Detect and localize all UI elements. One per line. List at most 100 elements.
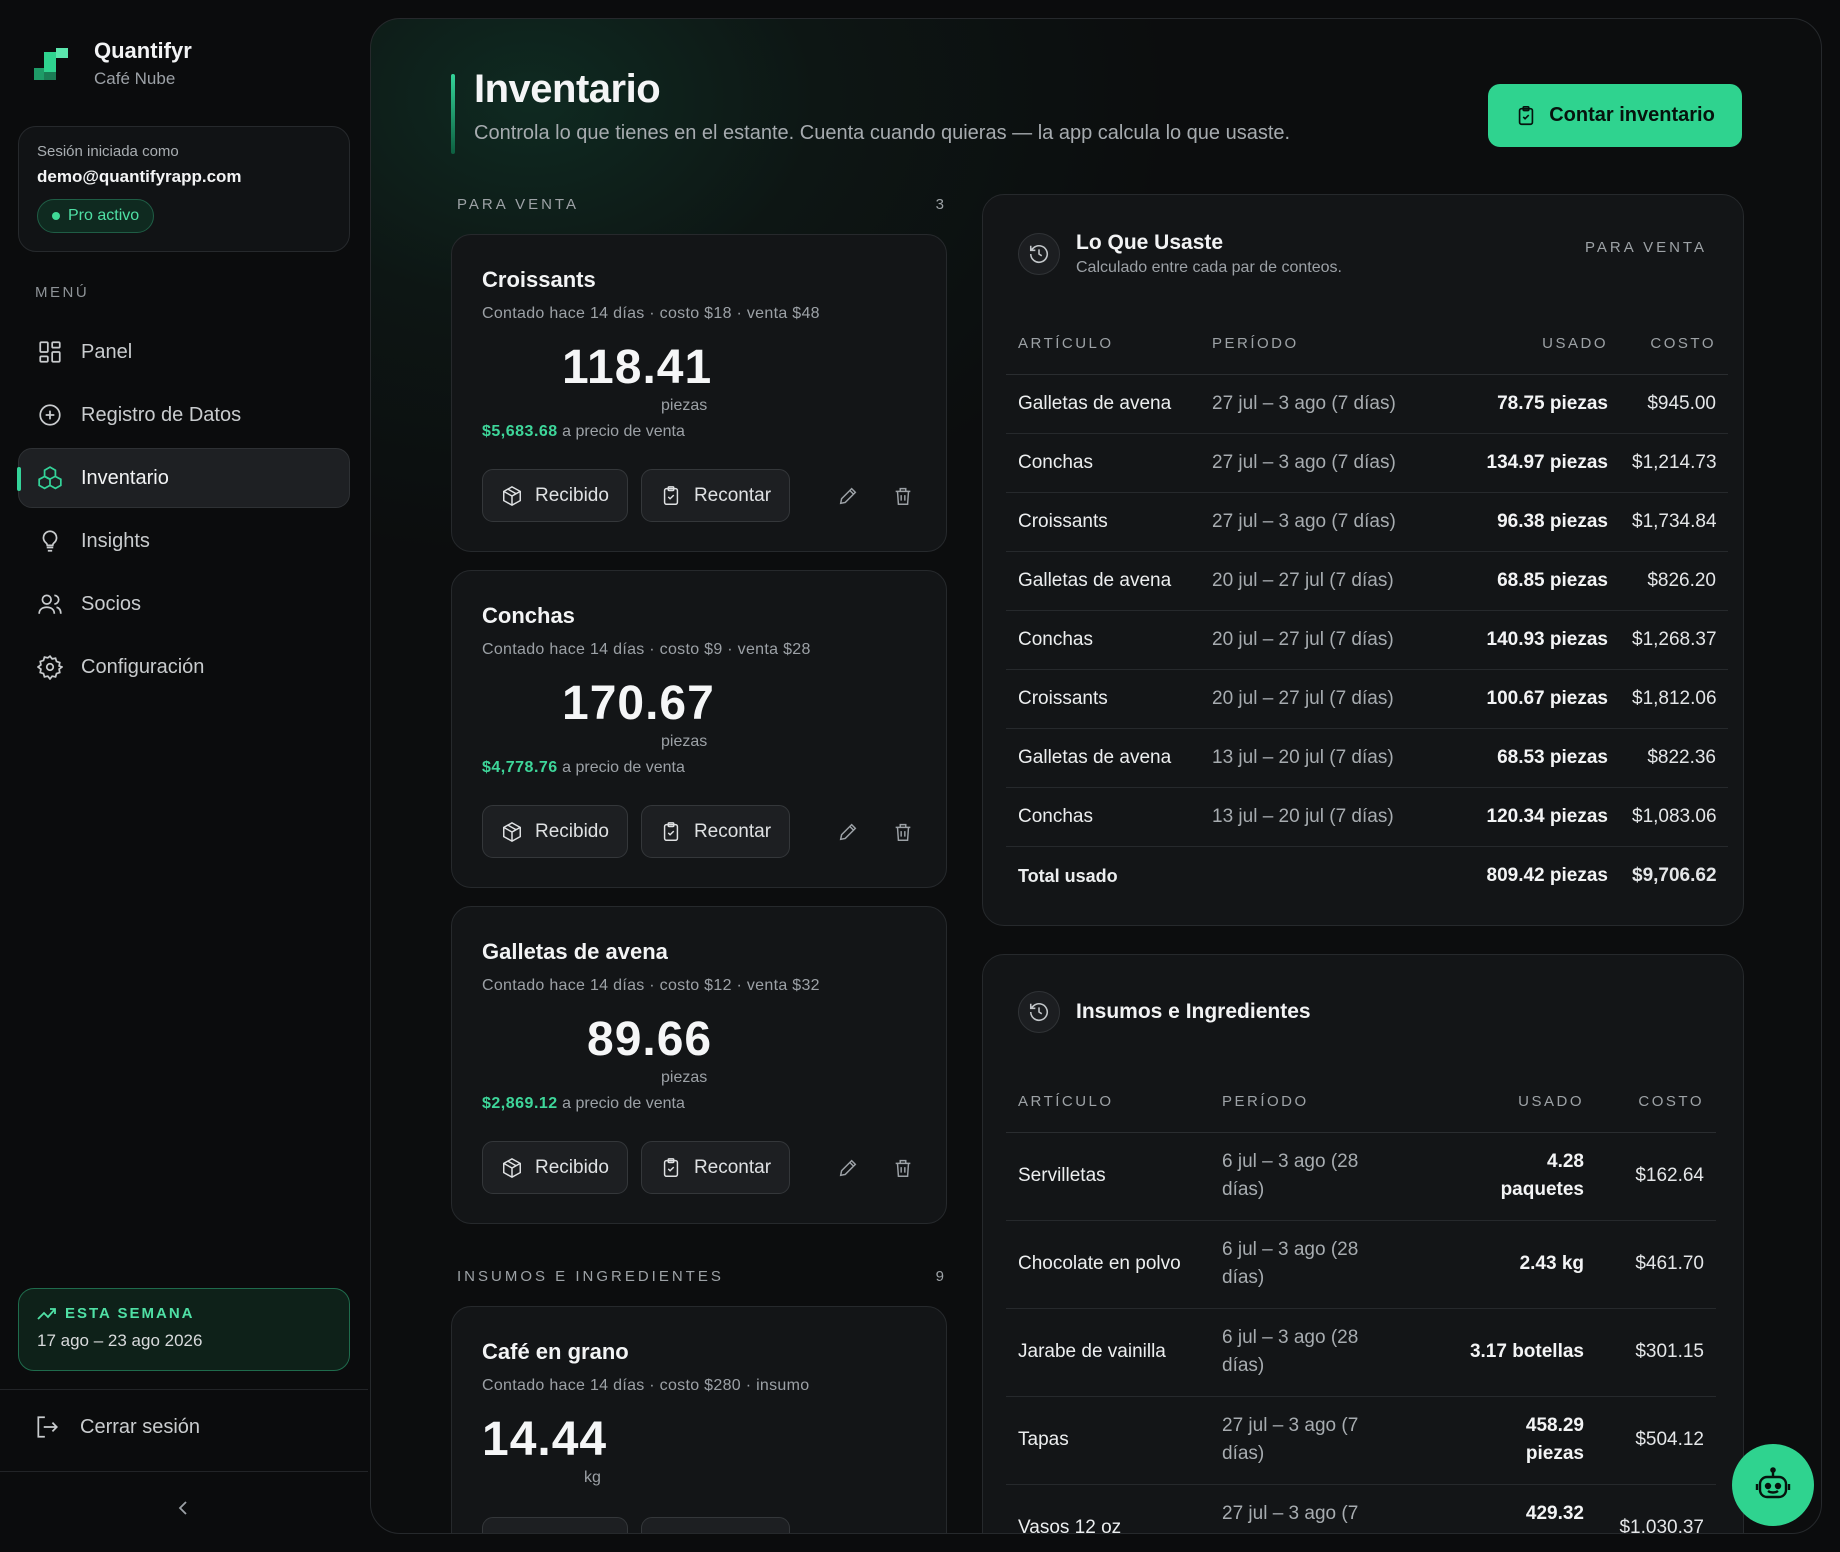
- period-range: 27 jul – 3 ago: [1212, 451, 1327, 473]
- count-inventory-label: Contar inventario: [1549, 104, 1715, 126]
- sidebar-item-inventario[interactable]: Inventario: [17, 448, 350, 508]
- sidebar-item-socios[interactable]: Socios: [18, 574, 350, 634]
- card-unit: piezas: [661, 1069, 708, 1086]
- edit-button[interactable]: [837, 1157, 859, 1179]
- assistant-bot-button[interactable]: [1732, 1444, 1814, 1526]
- period-range: 6 jul – 3 ago: [1222, 1151, 1326, 1172]
- lightbulb-icon: [42, 530, 58, 552]
- period-days: (7 días): [1329, 628, 1394, 650]
- cell-used: 429.32 piezas: [1396, 1484, 1596, 1533]
- table-row: Servilletas 6 jul – 3 ago (28 días) 4.28 p…: [1006, 1132, 1716, 1221]
- cell-used: 120.34 piezas: [1440, 787, 1620, 847]
- trash-icon: [895, 1159, 911, 1177]
- cell-cost: $822.36: [1620, 728, 1728, 788]
- period-days: (7 días): [1329, 569, 1394, 591]
- card-value-suffix: a precio de venta: [562, 759, 685, 776]
- card-title: Croissants: [482, 267, 596, 292]
- main-content: Inventario Controla lo que tienes en el …: [370, 18, 1822, 1534]
- clipboard-check-icon: [1518, 105, 1534, 125]
- cell-period: 6 jul – 3 ago (28 días): [1210, 1132, 1396, 1221]
- period-range: 27 jul – 3 ago: [1222, 1503, 1337, 1524]
- supplies-section-count: 9: [935, 1268, 947, 1285]
- cell-cost: $1,812.06: [1620, 669, 1728, 729]
- table-row: Croissants 20 jul – 27 jul (7 días) 100.67…: [1006, 669, 1728, 729]
- cell-used: 2.43 kg: [1396, 1220, 1596, 1309]
- recount-button[interactable]: Recontar: [640, 805, 791, 858]
- sidebar-nav: Panel Registro de Datos Inventario Insig…: [17, 322, 350, 700]
- column-header: USADO: [1440, 314, 1620, 375]
- menu-label: MENÚ: [35, 284, 90, 301]
- sidebar-item-label: Socios: [81, 592, 142, 615]
- collapse-sidebar-button[interactable]: [174, 1498, 194, 1523]
- card-title: Café en grano: [482, 1339, 629, 1364]
- users-icon: [38, 594, 62, 614]
- grid-icon: [39, 341, 61, 363]
- recount-button[interactable]: Recontar: [640, 1141, 791, 1194]
- delete-button[interactable]: [892, 485, 914, 507]
- period-days: (7 días): [1329, 746, 1394, 768]
- total-cost: $9,706.62: [1632, 865, 1717, 887]
- delete-button[interactable]: [892, 821, 914, 843]
- card-value: $5,683.68 a precio de venta: [482, 423, 685, 441]
- cell-item: Conchas: [1006, 787, 1200, 847]
- brand-subtitle: Café Nube: [94, 69, 176, 88]
- cell-cost: $461.70: [1596, 1220, 1716, 1309]
- session-email: demo@quantifyrapp.com: [37, 167, 242, 186]
- card-value-amount: $5,683.68: [482, 423, 558, 440]
- pencil-icon: [839, 823, 857, 840]
- cell-period: 27 jul – 3 ago (7 días): [1210, 1396, 1396, 1485]
- trash-icon: [895, 487, 911, 505]
- sidebar-item-panel[interactable]: Panel: [18, 322, 350, 382]
- received-label: Recibido: [535, 820, 609, 842]
- usage-panel: Lo Que Usaste Calculado entre cada par d…: [982, 194, 1744, 926]
- recount-label: Recontar: [693, 820, 772, 842]
- cell-period: 20 jul – 27 jul (7 días): [1200, 669, 1440, 729]
- package-icon: [501, 1533, 523, 1535]
- trash-icon: [895, 823, 911, 841]
- column-header: COSTO: [1620, 314, 1728, 375]
- received-button[interactable]: Recibido: [482, 805, 628, 858]
- usage-panel-header: Lo Que Usaste Calculado entre cada par d…: [1018, 231, 1342, 277]
- received-button[interactable]: Recibido: [482, 469, 628, 522]
- brand[interactable]: Quantifyr Café Nube: [34, 38, 192, 89]
- cell-item: Servilletas: [1006, 1132, 1210, 1221]
- card-meta: Contado hace 14 días · costo $18 · venta…: [482, 305, 820, 322]
- robot-icon: [1755, 1467, 1791, 1499]
- card-quantity: 14.44: [482, 1413, 608, 1466]
- card-unit: piezas: [661, 733, 708, 750]
- card-quantity: 170.67: [562, 677, 715, 730]
- received-button[interactable]: Recibido: [482, 1517, 628, 1535]
- card-title: Conchas: [482, 603, 575, 628]
- edit-button[interactable]: [837, 485, 859, 507]
- card-actions: Recibido Recontar: [482, 805, 914, 858]
- period-days: (7 días): [1331, 451, 1396, 473]
- sidebar-item-insights[interactable]: Insights: [18, 511, 350, 571]
- supplies-section-header: INSUMOS E INGREDIENTES 9: [457, 1268, 947, 1285]
- cell-period: 6 jul – 3 ago (28 días): [1210, 1220, 1396, 1309]
- delete-button[interactable]: [892, 1157, 914, 1179]
- recount-label: Recontar: [694, 1533, 771, 1534]
- sidebar-item-registro[interactable]: Registro de Datos: [18, 385, 350, 445]
- received-button[interactable]: Recibido: [482, 1141, 628, 1194]
- period-range: 6 jul – 3 ago: [1222, 1327, 1326, 1348]
- page-title: Inventario: [474, 67, 661, 111]
- chevron-left-icon: [178, 1501, 187, 1515]
- recount-button[interactable]: Recontar: [640, 469, 791, 522]
- cell-period: 13 jul – 20 jul (7 días): [1200, 787, 1440, 847]
- supplies-section-label: INSUMOS E INGREDIENTES: [457, 1268, 724, 1285]
- pro-badge: Pro activo: [37, 199, 155, 233]
- period-days: (7 días): [1329, 687, 1394, 709]
- history-icon: [1018, 991, 1060, 1033]
- card-unit: kg: [584, 1469, 601, 1486]
- cell-used: 458.29 piezas: [1396, 1396, 1596, 1485]
- logout-button[interactable]: Cerrar sesión: [34, 1414, 200, 1440]
- card-meta: Contado hace 14 días · costo $280 · insu…: [482, 1377, 810, 1394]
- recount-button[interactable]: Recontar: [640, 1517, 791, 1534]
- cell-cost: $945.00: [1620, 374, 1728, 434]
- sidebar-item-configuracion[interactable]: Configuración: [18, 637, 350, 697]
- card-actions: Recibido Recontar: [482, 469, 914, 522]
- cell-item: Conchas: [1006, 433, 1200, 493]
- count-inventory-button[interactable]: Contar inventario: [1488, 84, 1742, 147]
- edit-button[interactable]: [837, 821, 859, 843]
